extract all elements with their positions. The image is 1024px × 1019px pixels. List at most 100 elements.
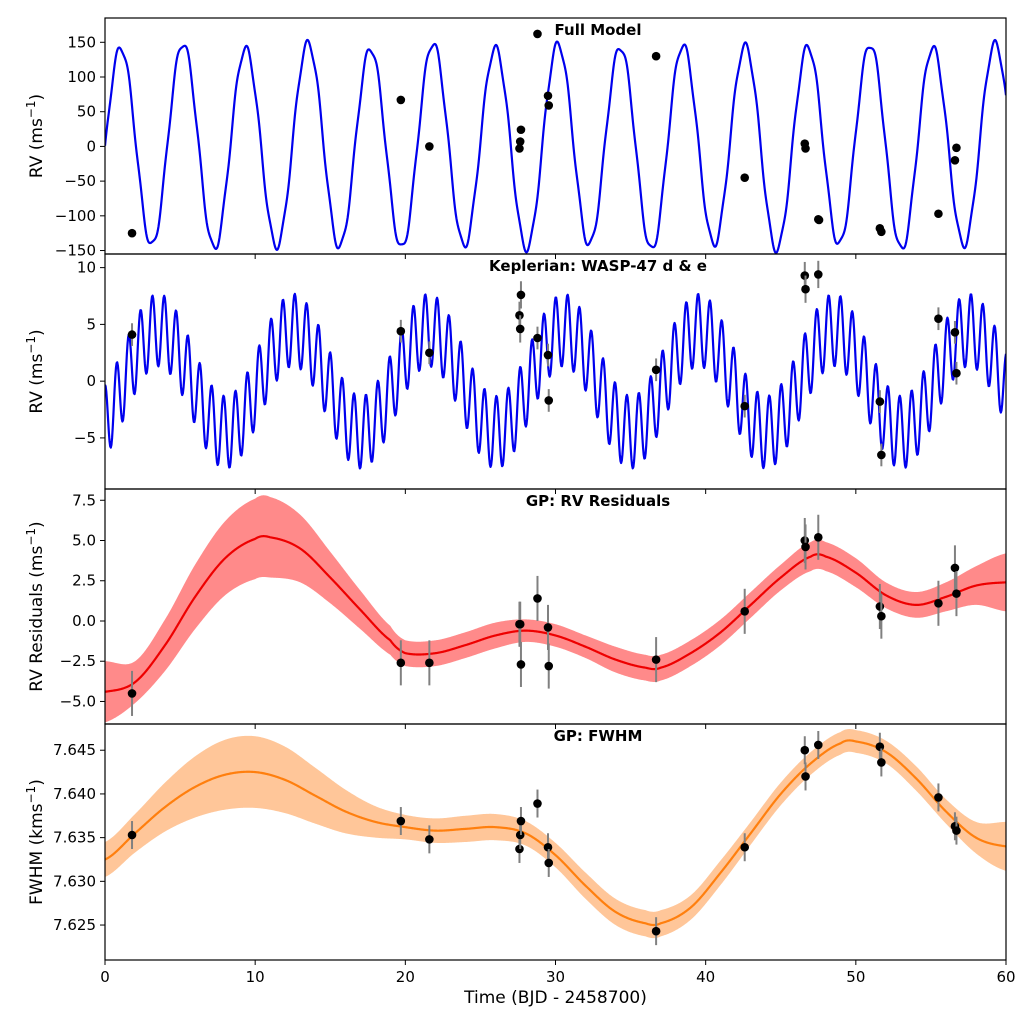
model-line <box>105 38 1006 254</box>
data-point <box>516 290 526 300</box>
data-point <box>813 270 823 279</box>
y-tick-label: 50 <box>77 103 96 121</box>
y-tick-label: 7.640 <box>53 785 96 803</box>
data-point <box>543 842 553 852</box>
plot-area <box>105 495 1006 723</box>
data-point <box>396 658 406 668</box>
y-tick-label: 0 <box>86 137 96 155</box>
data-point <box>127 228 137 238</box>
data-point <box>543 350 553 360</box>
data-point <box>950 155 960 165</box>
data-point <box>127 330 137 339</box>
y-tick-label: 2.5 <box>72 572 96 590</box>
data-point <box>740 173 750 182</box>
data-point <box>934 598 943 608</box>
data-point <box>544 101 554 110</box>
data-point <box>877 611 886 621</box>
data-point <box>934 314 943 324</box>
data-point <box>877 758 886 767</box>
data-point <box>877 450 886 460</box>
data-point <box>801 772 810 781</box>
data-point <box>651 655 661 664</box>
x-tick-label: 0 <box>100 968 110 986</box>
data-point <box>740 401 750 411</box>
data-point <box>515 619 525 629</box>
panel-3: 7.645 7.640 7.635 7.630 7.625 0 10 20 30 40 50 60 GP… <box>24 723 1016 986</box>
data-point <box>544 396 554 405</box>
x-tick-label: 50 <box>846 968 865 986</box>
data-point <box>515 324 525 334</box>
confidence-band <box>105 729 1006 939</box>
data-point <box>544 858 554 868</box>
data-point <box>516 660 526 669</box>
data-point <box>950 328 960 337</box>
panel-2: 7.5 5.0 2.5 0.0 −2.5 −5.0 GP: RV Residuals RV R… <box>24 488 1007 729</box>
data-point <box>396 816 406 826</box>
y-tick-label: 5.0 <box>72 532 96 550</box>
x-axis-label: Time (BJD - 2458700) <box>463 988 647 1008</box>
data-point <box>740 842 750 852</box>
confidence-band <box>105 495 1006 723</box>
panel-1: 10 5 0 −5 Keplerian: WASP-47 d & e RV (ms−1) <box>24 253 1007 494</box>
data-point <box>952 589 961 598</box>
data-point <box>533 29 542 39</box>
panel-title: GP: RV Residuals <box>526 492 670 510</box>
y-tick-label: 7.625 <box>53 916 96 934</box>
x-tick-label: 20 <box>396 968 415 986</box>
data-point <box>952 826 961 835</box>
y-tick-label: 5 <box>86 315 96 333</box>
y-tick-label: 7.645 <box>53 741 96 759</box>
data-point <box>875 602 885 611</box>
y-tick-label: −5 <box>74 429 96 447</box>
plot-area <box>105 260 1006 470</box>
y-tick-label: −150 <box>55 242 96 260</box>
panel-title: Full Model <box>555 21 642 39</box>
data-point <box>533 594 542 603</box>
y-tick-label: 0 <box>86 372 96 390</box>
data-point <box>425 835 434 844</box>
x-tick-label: 40 <box>696 968 715 986</box>
y-tick-label: 150 <box>67 33 96 51</box>
data-point <box>651 926 661 936</box>
data-point <box>425 658 434 668</box>
data-point <box>515 144 524 153</box>
data-point <box>877 227 886 237</box>
plot-area <box>105 29 1006 254</box>
data-point <box>814 215 824 225</box>
data-point <box>425 142 434 151</box>
model-line <box>105 292 1006 470</box>
x-tick-label: 60 <box>996 968 1015 986</box>
data-point <box>425 348 434 358</box>
data-point <box>533 333 542 343</box>
data-point <box>543 91 553 101</box>
data-point <box>875 742 885 752</box>
data-point <box>516 125 526 135</box>
data-point <box>543 623 553 632</box>
data-point <box>396 326 406 336</box>
panel-0: 150 100 50 0 −50 −100 −150 Full Model RV (ms−1) <box>24 17 1007 260</box>
x-tick-label: 10 <box>246 968 265 986</box>
y-axis-label: FWHM (kms−1) <box>24 779 47 905</box>
plot-area <box>105 729 1006 946</box>
data-point <box>813 740 823 750</box>
data-point <box>801 542 810 552</box>
data-point <box>952 368 961 378</box>
data-point <box>801 144 810 153</box>
data-point <box>801 284 810 294</box>
y-axis-label: RV Residuals (ms−1) <box>24 521 47 691</box>
panel-title: GP: FWHM <box>554 727 643 745</box>
data-point <box>800 745 810 755</box>
x-tick-label: 30 <box>546 968 565 986</box>
data-point <box>651 365 661 375</box>
data-point <box>533 799 542 808</box>
data-point <box>127 830 137 840</box>
model-line <box>105 535 1006 693</box>
y-tick-label: 7.630 <box>53 872 96 890</box>
data-point <box>396 95 406 105</box>
y-axis-label: RV (ms−1) <box>24 329 47 413</box>
y-tick-label: 0.0 <box>72 612 96 630</box>
data-point <box>934 209 943 219</box>
data-point <box>516 816 526 826</box>
data-point <box>127 689 137 698</box>
